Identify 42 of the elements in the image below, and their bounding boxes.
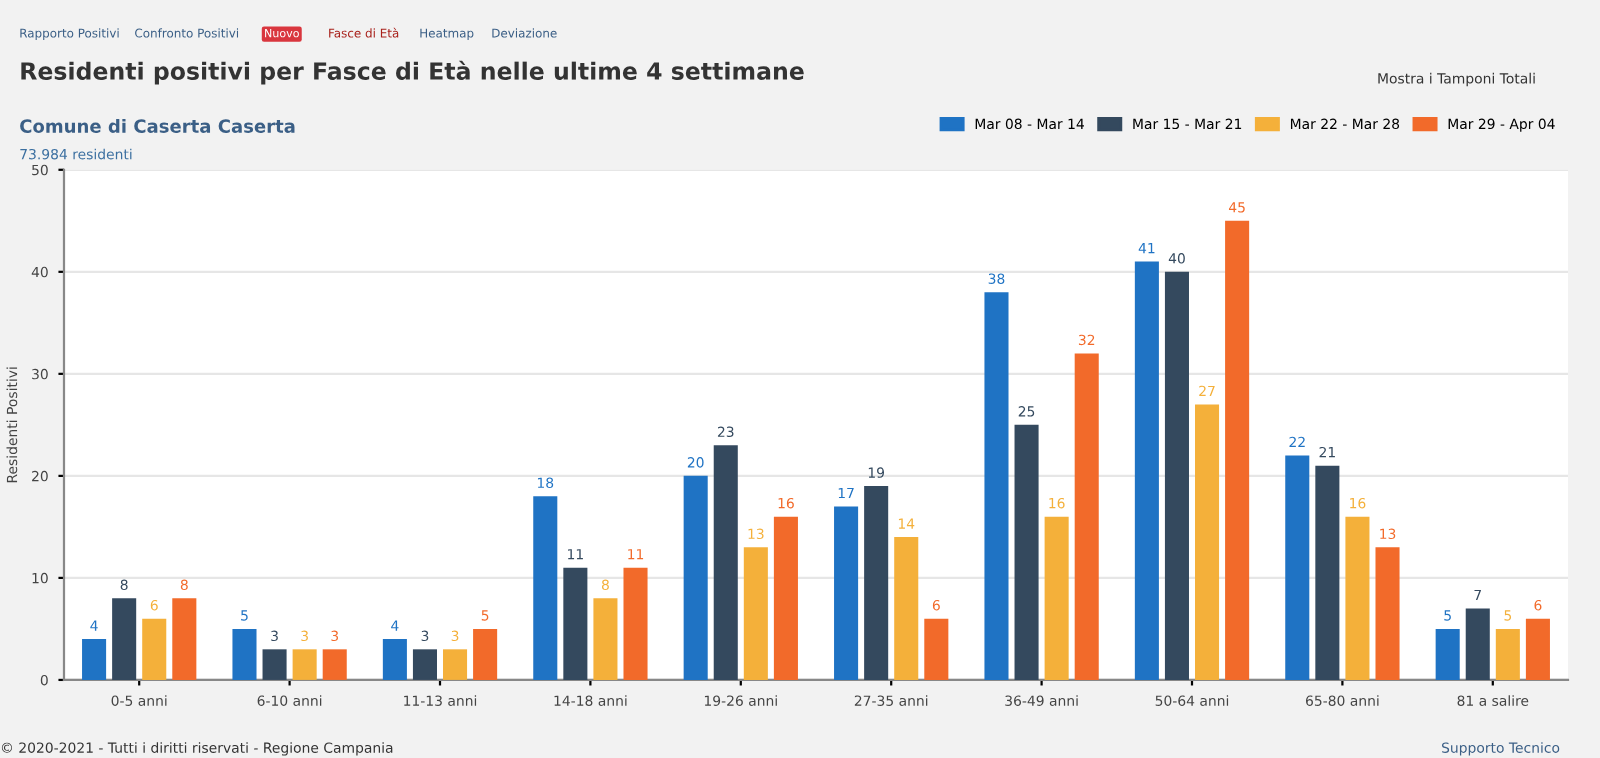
- bar: [563, 567, 588, 680]
- bar: [1375, 547, 1400, 680]
- bar: [1134, 261, 1159, 680]
- bar: [1074, 353, 1099, 680]
- bar: [443, 649, 468, 680]
- bar: [743, 547, 768, 680]
- bar: [623, 567, 648, 680]
- bar: [1465, 608, 1490, 680]
- bar: [1014, 424, 1039, 680]
- bar: [82, 639, 107, 680]
- bar: [713, 445, 738, 680]
- bar: [232, 628, 257, 680]
- bar: [1225, 220, 1250, 680]
- bar: [1345, 516, 1370, 680]
- bar: [984, 292, 1009, 680]
- bar: [322, 649, 347, 680]
- bar: [1525, 618, 1550, 680]
- bar: [1435, 628, 1460, 680]
- bar: [1164, 271, 1189, 680]
- bar: [473, 628, 498, 680]
- bar: [894, 537, 919, 680]
- chart-subtitle: Comune di Caserta Caserta: [20, 118, 295, 133]
- bar: [593, 598, 618, 680]
- bar: [683, 475, 708, 680]
- bar: [172, 598, 197, 680]
- bar: [412, 649, 437, 680]
- bar: [1315, 465, 1340, 680]
- bar: [533, 496, 558, 680]
- bar: [262, 649, 287, 680]
- bar: [112, 598, 137, 680]
- bar: [773, 516, 798, 680]
- bar: [142, 618, 167, 680]
- chart-title: Residenti positivi per Fasce di Età nelle ultime 4 settimane: [21, 60, 804, 85]
- bar: [1195, 404, 1220, 680]
- bar: [834, 506, 859, 680]
- bar: [1495, 628, 1520, 680]
- bar: [1285, 455, 1310, 680]
- bar: [1044, 516, 1069, 680]
- bar: [924, 618, 949, 680]
- bar: [864, 486, 889, 680]
- bar: [292, 649, 317, 680]
- bar: [382, 639, 407, 680]
